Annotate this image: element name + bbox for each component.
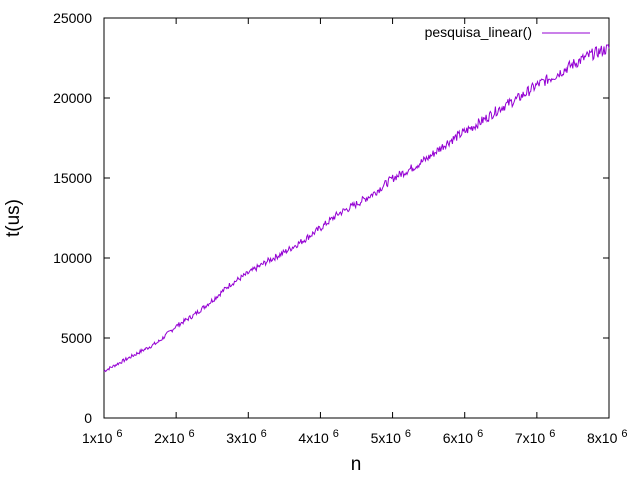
x-tick-label: 1x10 6 (82, 428, 122, 446)
legend: pesquisa_linear() (425, 24, 590, 40)
x-tick-exponent: 6 (549, 428, 555, 440)
series-line (103, 44, 610, 373)
x-tick-exponent: 6 (405, 428, 411, 440)
x-tick-mantissa: 2x10 (154, 430, 185, 446)
y-tick-label: 10000 (53, 250, 92, 266)
x-tick-exponent: 6 (116, 428, 122, 440)
x-tick-mantissa: 5x10 (371, 430, 402, 446)
y-axis-ticks: 0 5000 10000 15000 20000 25000 (53, 10, 609, 426)
x-tick-label: 6x10 6 (443, 428, 483, 446)
x-tick-exponent: 6 (189, 428, 195, 440)
x-tick-label: 4x10 6 (298, 428, 338, 446)
x-tick-exponent: 6 (477, 428, 483, 440)
x-tick-mantissa: 6x10 (443, 430, 474, 446)
x-tick-mantissa: 1x10 (82, 430, 113, 446)
y-tick-label: 15000 (53, 170, 92, 186)
x-tick-exponent: 6 (333, 428, 339, 440)
x-axis-ticks: 1x10 6 2x10 6 3x10 6 4x10 6 5x10 6 6x10 6 7x10 6 8x10 6 (82, 18, 627, 446)
legend-label: pesquisa_linear() (425, 24, 532, 40)
y-axis-title: t(us) (3, 199, 24, 237)
series-layer (103, 44, 610, 373)
x-tick-label: 8x10 6 (587, 428, 627, 446)
x-tick-label: 2x10 6 (154, 428, 194, 446)
x-tick-exponent: 6 (261, 428, 267, 440)
plot-frame (103, 17, 610, 419)
x-tick-exponent: 6 (621, 428, 627, 440)
x-tick-mantissa: 7x10 (515, 430, 546, 446)
y-tick-label: 5000 (61, 330, 92, 346)
y-tick-label: 20000 (53, 90, 92, 106)
x-tick-label: 3x10 6 (226, 428, 266, 446)
x-tick-mantissa: 3x10 (226, 430, 257, 446)
x-axis-title: n (351, 454, 362, 475)
x-tick-label: 5x10 6 (371, 428, 411, 446)
x-tick-mantissa: 8x10 (587, 430, 618, 446)
x-tick-label: 7x10 6 (515, 428, 555, 446)
x-tick-mantissa: 4x10 (298, 430, 329, 446)
y-tick-label: 25000 (53, 10, 92, 26)
y-tick-label: 0 (84, 410, 92, 426)
